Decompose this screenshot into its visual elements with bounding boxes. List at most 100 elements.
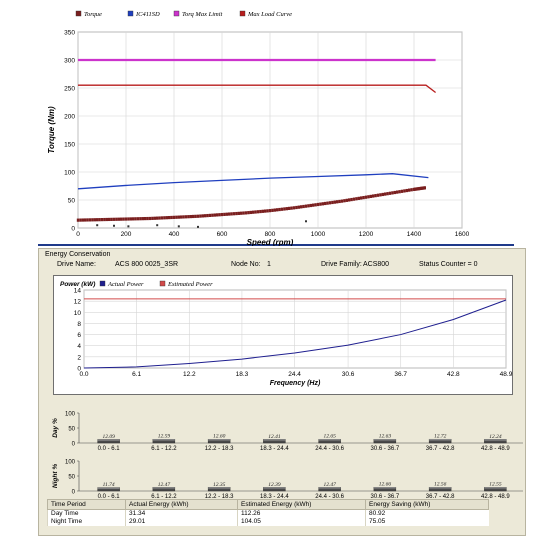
night-bar: [263, 487, 286, 492]
torque-point: [230, 212, 233, 216]
torque-point: [266, 209, 269, 213]
torque-point: [283, 207, 286, 211]
col-header-period[interactable]: Time Period: [47, 499, 126, 510]
torque-point: [117, 217, 120, 221]
torque-point: [403, 189, 406, 193]
torque-point: [180, 215, 183, 219]
y-tick-label: 0: [71, 226, 75, 233]
torque-point: [158, 216, 161, 220]
torque-point: [172, 215, 176, 219]
x-tick-label: 12.2: [183, 371, 196, 378]
torque-point: [288, 206, 291, 210]
legend-label: Torque: [84, 11, 102, 18]
torque-point: [400, 189, 404, 193]
y-tick-label: 50: [68, 427, 75, 433]
power-chart-panel: 0.0 6.1 12.2 18.3 24.4 30.6 36.7 42.8 48.9 0 2 4 6 8 1…: [53, 275, 513, 395]
torque-point: [197, 225, 199, 228]
legend-marker: [99, 280, 106, 287]
table-row[interactable]: Day Time 31.34 112.26 80.92: [47, 509, 489, 518]
torque-point: [242, 211, 245, 215]
night-bar: [207, 487, 231, 492]
torque-point: [153, 216, 156, 220]
torque-point: [168, 215, 171, 220]
cell-actual: 29.01: [125, 517, 238, 526]
night-bar-value: 12.47: [323, 481, 336, 488]
col-header-estimated[interactable]: Estimated Energy (kWh): [237, 499, 366, 510]
torque-point: [141, 217, 144, 221]
usage-bars: Day % 100 50 0 12.09 0.0 - 6.1 12.59 6.1 - 12.2…: [52, 412, 523, 500]
x-axis-title: Frequency (Hz): [270, 380, 321, 387]
y-tick-label: 0: [72, 490, 76, 496]
x-tick-label: 1000: [311, 231, 326, 238]
day-bar: [318, 439, 341, 444]
torque-point: [112, 217, 116, 221]
torque-point: [357, 196, 360, 200]
drive-name-label: Drive Name:: [57, 261, 96, 268]
torque-point: [96, 218, 99, 222]
torque-point: [379, 193, 382, 197]
torque-point: [302, 204, 305, 209]
torque-point: [304, 204, 308, 208]
night-bar-value: 12.66: [379, 482, 392, 488]
torque-point: [384, 192, 387, 196]
table-row[interactable]: Night Time 29.01 104.05 75.05: [47, 517, 489, 526]
drive-family-label: Drive Family:: [321, 261, 362, 268]
day-range-label: 18.3 - 24.4: [260, 446, 289, 452]
torque-point: [216, 213, 219, 217]
torque-point: [345, 198, 348, 202]
legend-label: Actual Power: [107, 281, 144, 288]
torque-point: [148, 216, 152, 221]
day-range-label: 6.1 - 12.2: [151, 446, 177, 452]
night-range-label: 24.4 - 30.6: [315, 494, 344, 500]
torque-point: [76, 218, 80, 222]
day-range-label: 36.7 - 42.8: [426, 446, 455, 452]
day-bar-value: 12.41: [268, 433, 281, 440]
torque-point: [410, 188, 413, 192]
y-axis-title: Power (kW): [60, 281, 95, 288]
x-tick-label: 200: [121, 231, 132, 238]
day-bar-value: 12.63: [379, 434, 392, 440]
legend-label: Max Load Curve: [247, 11, 292, 18]
y-tick-label: 0: [72, 442, 76, 448]
torque-point: [206, 213, 209, 218]
night-bar-highlight: [263, 487, 286, 489]
torque-point: [113, 224, 115, 227]
x-tick-label: 18.3: [236, 371, 249, 378]
torque-point: [350, 197, 353, 202]
torque-point: [192, 214, 195, 219]
night-bar-value: 11.74: [103, 481, 115, 488]
torque-point: [423, 186, 426, 190]
legend-marker: [159, 280, 166, 287]
torque-point: [408, 188, 411, 192]
y-tick-label: 200: [64, 114, 75, 121]
y-tick-label: 10: [74, 310, 82, 317]
y-tick-label: 350: [64, 30, 75, 37]
x-tick-label: 600: [217, 231, 228, 238]
torque-point: [177, 215, 180, 219]
col-header-saving[interactable]: Energy Saving (kWh): [365, 499, 489, 510]
torque-point: [220, 212, 224, 217]
y-tick-label: 50: [68, 198, 76, 205]
x-tick-label: 800: [265, 231, 276, 238]
col-header-actual[interactable]: Actual Energy (kWh): [125, 499, 238, 510]
x-tick-label: 24.4: [288, 371, 301, 378]
day-bar-highlight: [263, 439, 286, 441]
torque-point: [292, 206, 296, 210]
y-tick-label: 100: [65, 412, 76, 418]
torque-point: [240, 211, 243, 215]
day-bar-highlight: [152, 439, 175, 441]
torque-point: [208, 213, 212, 217]
torque-point: [91, 218, 94, 222]
y-tick-label: 250: [64, 86, 75, 93]
night-bar-highlight: [97, 487, 120, 489]
torque-point: [393, 190, 396, 195]
day-bar-highlight: [318, 439, 341, 441]
x-tick-label: 0: [76, 231, 80, 238]
torque-point: [189, 214, 192, 219]
torque-point: [182, 215, 185, 219]
torque-point: [110, 217, 113, 221]
energy-conservation-panel: Energy Conservation Drive Name: ACS 800 …: [38, 248, 526, 536]
night-axis-title: Night %: [52, 464, 59, 488]
torque-point: [376, 193, 380, 197]
torque-point: [367, 195, 370, 199]
